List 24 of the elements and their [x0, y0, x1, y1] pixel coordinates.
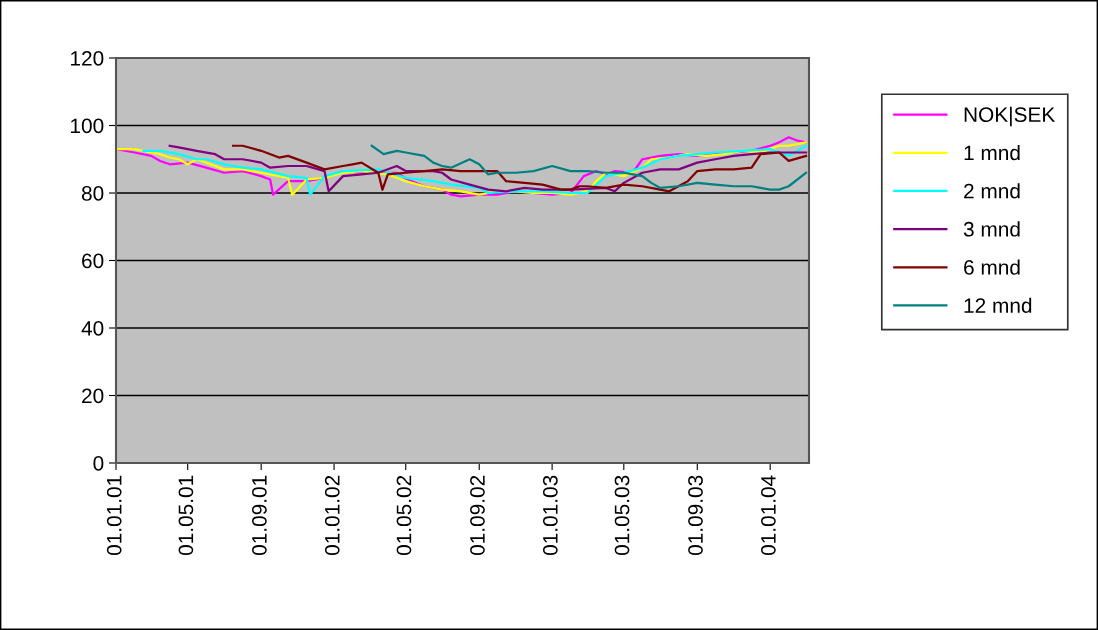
legend-label: 1 mnd: [964, 144, 1020, 161]
y-tick-label: 60: [82, 253, 104, 269]
legend-label: 2 mnd: [964, 183, 1020, 199]
x-tick-label: 01.09.01: [252, 475, 267, 556]
x-tick-label: 01.05.01: [178, 475, 194, 556]
legend-label: NOK|SEK: [964, 106, 1056, 127]
y-tick-label: 120: [71, 51, 104, 66]
legend-label: 3 mnd: [963, 221, 1020, 237]
x-tick-label: 01.09.03: [688, 475, 703, 556]
y-tick-label: 20: [82, 388, 104, 404]
x-tick-label: 01.09.02: [470, 475, 485, 556]
legend-label: 6 mnd: [964, 259, 1020, 275]
x-tick-label: 01.01.04: [761, 475, 776, 556]
x-tick-label: 01.05.02: [396, 475, 412, 556]
legend-label: 12 mnd: [964, 297, 1032, 313]
y-tick-label: 40: [81, 321, 104, 336]
x-tick-label: 01.01.02: [324, 475, 340, 556]
line-series: [370, 144, 808, 191]
y-tick-label: 0: [93, 456, 104, 471]
x-tick-label: 01.01.03: [542, 475, 558, 556]
x-tick-label: 01.05.03: [614, 475, 630, 556]
y-tick-label: 100: [71, 118, 104, 134]
y-tick-label: 80: [81, 186, 104, 201]
x-tick-label: 01.01.01: [106, 475, 122, 556]
